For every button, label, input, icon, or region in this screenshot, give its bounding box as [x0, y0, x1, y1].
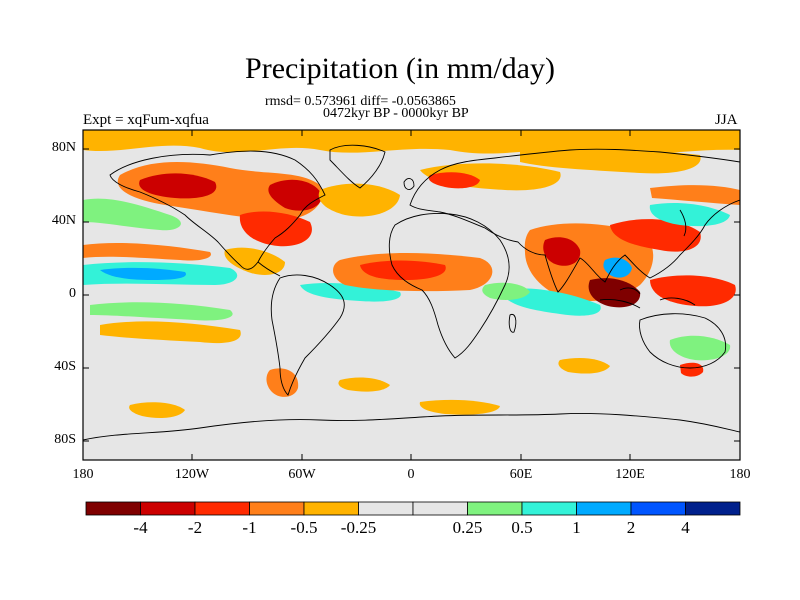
anomaly-north-atlantic [318, 183, 400, 217]
anomaly-north-pacific-wet [83, 198, 181, 231]
colorbar-swatch [140, 501, 196, 516]
anomaly-south-pacific-dry [100, 321, 241, 344]
lon-tick-label: 180 [72, 467, 94, 482]
colorbar-label: 4 [681, 518, 690, 537]
lat-tick-label: 40N [51, 213, 76, 228]
colorbar-swatch [303, 501, 359, 516]
stats-subtitle: rmsd= 0.573961 diff= -0.0563865 [265, 94, 456, 109]
colorbar-swatch [194, 501, 250, 516]
lat-tick-label: 80N [51, 140, 76, 155]
anomaly-tropical-pacific-core [100, 267, 186, 280]
lat-tick-label: 80S [54, 432, 76, 447]
anomaly-south-pacific-wet [90, 302, 233, 321]
colorbar-label: -0.5 [290, 518, 318, 537]
anomaly-australia-east-dry [680, 362, 704, 377]
period-subtitle: 0472kyr BP - 0000kyr BP [323, 106, 469, 121]
lon-tick-label: 180 [729, 467, 751, 482]
coast-greenland [329, 144, 386, 189]
anomaly-southern-ocean-pacific [129, 402, 185, 418]
anomaly-usa [239, 211, 312, 247]
anomaly-field [83, 130, 740, 418]
colorbar-label: 1 [572, 518, 581, 537]
anomaly-australia-region [669, 335, 731, 361]
anomaly-southern-ocean-indian [419, 399, 500, 415]
colorbar-swatch [85, 501, 141, 516]
coast-south-america [270, 274, 345, 396]
colorbar-swatch [358, 501, 414, 516]
coast-central-america [257, 261, 281, 277]
anomaly-central-asia [520, 147, 701, 174]
lon-tick-label: 0 [407, 467, 415, 482]
anomaly-southern-ocean-east [558, 358, 610, 374]
lat-tick-label: 40S [54, 359, 76, 374]
coastlines [83, 144, 740, 441]
lon-tick-label: 60W [288, 467, 316, 482]
colorbar-label: -0.25 [340, 518, 377, 537]
coast-north-america [109, 150, 326, 270]
anomaly-europe-core [428, 172, 480, 189]
colorbar-label: -1 [242, 518, 257, 537]
colorbar-label: 0.5 [511, 518, 533, 537]
anomaly-southern-ocean-atlantic [338, 377, 390, 392]
anomaly-mexico [224, 247, 285, 275]
colorbar-label: 2 [626, 518, 636, 537]
season-label: JJA [715, 112, 738, 128]
coast-africa [388, 213, 510, 359]
colorbar [85, 501, 741, 516]
anomaly-west-pacific-dry [650, 275, 736, 307]
anomaly-india-core [543, 237, 581, 266]
anomaly-south-china-sea-wet [603, 257, 632, 278]
anomaly-pacific-dry-band [83, 242, 211, 261]
colorbar-swatch [467, 501, 523, 516]
colorbar-swatch [630, 501, 686, 516]
anomaly-japan-wet [649, 203, 730, 227]
colorbar-label: -2 [187, 518, 203, 537]
anomaly-south-america-dry [266, 368, 299, 397]
chart-title: Precipitation (in mm/day) [245, 52, 555, 85]
coast-japan [679, 209, 687, 237]
colorbar-swatch [249, 501, 305, 516]
anomaly-arabian-sea-wet [482, 282, 530, 300]
coast-indonesia [599, 287, 696, 309]
coast-eurasia [409, 148, 740, 293]
anomaly-north-pacific-east [650, 185, 740, 205]
coast-antarctica [83, 413, 740, 441]
anomaly-canada-core [139, 173, 217, 199]
anomaly-east-asia-dry [610, 219, 701, 252]
colorbar-swatch [521, 501, 577, 516]
coast-australia [639, 313, 727, 369]
coast-uk [403, 178, 415, 190]
colorbar-swatch [685, 501, 741, 516]
lat-tick-label: 0 [69, 286, 76, 301]
anomaly-na-east [268, 179, 322, 211]
colorbar-swatch [576, 501, 632, 516]
colorbar-swatch [412, 501, 468, 516]
lon-tick-label: 60E [509, 467, 533, 482]
colorbar-label: 0.25 [452, 518, 483, 537]
experiment-label: Expt = xqFum-xqfua [83, 112, 209, 128]
lon-tick-label: 120E [615, 467, 645, 482]
axis-ticks [82, 130, 741, 460]
lon-tick-label: 120W [174, 467, 210, 482]
colorbar-label: -4 [133, 518, 148, 537]
anomaly-sahel-core [360, 260, 446, 280]
coast-madagascar [508, 313, 517, 333]
